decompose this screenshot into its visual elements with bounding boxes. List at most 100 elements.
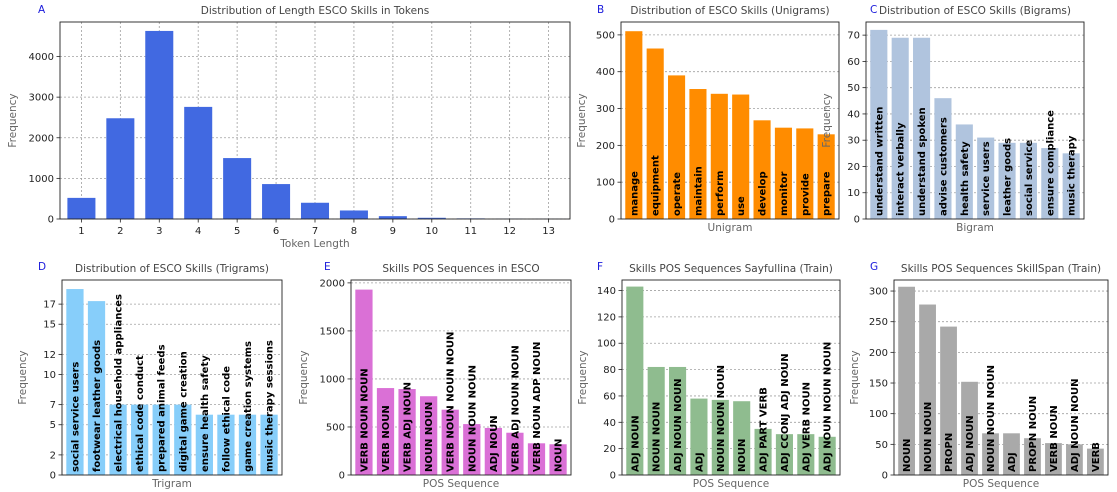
plot-frame — [621, 279, 841, 476]
bar — [1041, 148, 1059, 219]
bar-label: ethical code conduct — [135, 355, 146, 472]
bar — [934, 98, 952, 219]
bar — [152, 404, 170, 475]
bar — [131, 404, 149, 475]
bar-label: ADJ — [1007, 452, 1018, 472]
chart-title: Skills POS Sequences Sayfullina (Train) — [629, 263, 833, 275]
x-tick-label: 11 — [464, 226, 477, 237]
bar — [733, 401, 751, 475]
y-tick-label: 2 — [50, 450, 56, 461]
y-tick-label: 10 — [43, 370, 56, 381]
y-tick-label: 3000 — [29, 93, 54, 104]
bar — [668, 75, 686, 220]
plot-frame — [61, 279, 283, 476]
y-tick-label: 0 — [609, 215, 615, 226]
x-tick-label: 6 — [273, 226, 279, 237]
x-axis-label: POS Sequence — [693, 478, 769, 490]
bar-label: leather goods — [1003, 138, 1014, 216]
bar — [174, 404, 192, 475]
y-tick-label: 60 — [603, 391, 616, 402]
bar — [913, 37, 931, 220]
bar — [753, 120, 771, 219]
x-tick-label: 3 — [156, 226, 162, 237]
chart-title: Skills POS Sequences in ESCO — [382, 263, 539, 275]
bar-label: VERB NOUN NOUN — [359, 368, 370, 472]
bar-label: VERB ADJ NOUN NOUN — [510, 345, 521, 472]
bar-label: VERB NOUN ADP NOUN — [532, 342, 543, 472]
bar-label: digital game creation — [178, 351, 189, 472]
x-tick-label: 5 — [234, 226, 240, 237]
bar-label: ADJ PART VERB — [759, 387, 770, 472]
x-tick-label: 10 — [425, 226, 438, 237]
chart-title: Distribution of ESCO Skills (Trigrams) — [75, 263, 269, 275]
bar-label: ADJ NOUN — [489, 415, 500, 472]
bar — [378, 216, 407, 219]
chart-title: Distribution of ESCO Skills (Bigrams) — [879, 5, 1071, 17]
chart-title: Distribution of Length ESCO Skills in To… — [201, 5, 429, 17]
bar — [625, 31, 643, 219]
bar-label: ADJ NOUN — [630, 415, 641, 472]
bar — [977, 137, 995, 219]
x-tick-label: 8 — [351, 226, 357, 237]
bar — [919, 304, 936, 475]
bar — [260, 414, 278, 475]
bar — [817, 134, 835, 219]
bar — [238, 414, 257, 475]
bar-label: perform — [715, 171, 726, 216]
panel-e: E Skills POS Sequences in ESCO VERB NOUN N… — [298, 261, 572, 490]
bar — [818, 436, 836, 475]
y-tick-label: 0 — [610, 471, 616, 482]
bar — [441, 409, 459, 475]
bar — [87, 301, 106, 475]
y-tick-label: 20 — [847, 162, 860, 173]
bar — [797, 434, 815, 475]
bar-label: VERB NOUN — [1049, 405, 1060, 472]
bar — [669, 366, 687, 475]
y-tick-label: 4000 — [29, 52, 54, 63]
bar — [463, 424, 481, 475]
panel-g: G Skills POS Sequences SkillSpan (Train) N… — [849, 261, 1109, 490]
y-tick-label: 1500 — [320, 326, 345, 337]
bar — [870, 29, 888, 219]
bar-label: provide — [800, 173, 811, 216]
bar — [527, 443, 546, 475]
bar — [774, 127, 792, 219]
bar — [355, 289, 373, 475]
bar — [998, 142, 1016, 219]
bar-label: operate — [672, 172, 683, 216]
bar — [732, 94, 750, 219]
y-tick-label: 30 — [847, 136, 860, 147]
bar-label: understand written — [874, 107, 885, 216]
bar — [1066, 444, 1083, 475]
bar — [262, 184, 291, 219]
bar — [506, 432, 524, 475]
bar-label: NOUN — [554, 439, 565, 472]
y-tick-label: 150 — [869, 379, 888, 390]
bar-label: VERB NOUN NOUN NOUN — [446, 332, 457, 472]
bar-label: maintain — [693, 166, 704, 216]
y-tick-label: 20 — [603, 444, 616, 455]
bar-label: follow ethical code — [221, 366, 232, 472]
bar — [1003, 433, 1020, 475]
bar — [109, 404, 127, 475]
y-tick-label: 120 — [597, 312, 616, 323]
bar — [626, 286, 644, 475]
bar — [1087, 448, 1104, 475]
plot-frame — [865, 21, 1085, 220]
bar-label: footwear leather goods — [92, 340, 103, 472]
x-axis-label: POS Sequence — [423, 478, 499, 490]
bar — [300, 202, 330, 219]
x-tick-label: 9 — [390, 226, 396, 237]
y-tick-label: 250 — [869, 317, 888, 328]
bar — [940, 326, 957, 475]
y-tick-label: 100 — [869, 409, 888, 420]
bar — [1019, 142, 1037, 219]
x-axis-label: Bigram — [956, 222, 994, 234]
bar-label: NOUN NOUN NOUN — [986, 365, 997, 472]
bar-label: service users — [981, 141, 992, 216]
bar-label: use — [736, 196, 747, 216]
bar — [417, 217, 446, 219]
bar-label: advise customers — [938, 117, 949, 216]
y-tick-label: 60 — [847, 57, 860, 68]
bar-label: ensure compliance — [1045, 110, 1056, 216]
